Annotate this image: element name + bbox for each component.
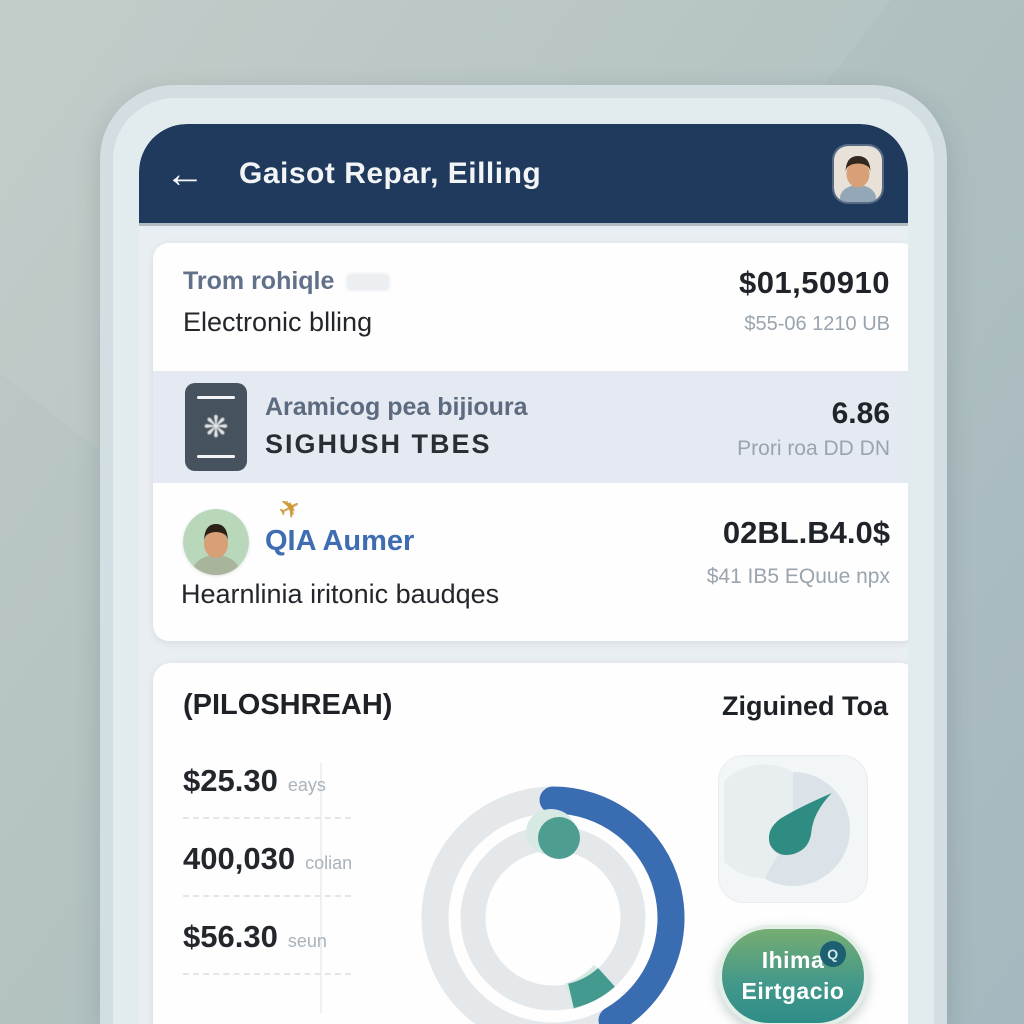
button-label-line1: Ihima <box>761 947 825 973</box>
button-label-line2: Eirtgacio <box>741 978 845 1004</box>
stat-item: $25.30 eays <box>183 763 351 819</box>
transaction-meta: $41 IB5 EQuue npx <box>706 565 890 588</box>
summary-action-button[interactable]: Q Ihima Eirtgacio <box>718 925 868 1024</box>
profile-avatar-image <box>834 145 882 202</box>
transaction-sublabel: SIGHUSH TBES <box>265 429 492 459</box>
stat-value: $56.30 <box>183 919 278 954</box>
contact-name: QIA Aumer <box>265 525 415 557</box>
gauge-pie-tile <box>718 755 868 903</box>
phone-screen: ← Gaisot Repar, Eilling <box>139 124 908 1024</box>
document-badge-icon: ❋ <box>185 383 247 471</box>
app-header: ← Gaisot Repar, Eilling <box>139 124 908 223</box>
summary-title: (PILOSHREAH) <box>183 689 393 721</box>
spending-donut-chart <box>403 768 703 1024</box>
stats-divider-line <box>320 763 322 1013</box>
profile-avatar[interactable] <box>834 145 882 202</box>
transaction-meta: Prori roa DD DN <box>737 437 890 460</box>
transaction-label: Trom rohiqle <box>183 267 391 296</box>
transaction-row[interactable]: ❋ Aramicog pea bijioura SIGHUSH TBES 6.8… <box>153 371 908 483</box>
stat-item: $56.30 seun <box>183 919 351 975</box>
stat-label: seun <box>287 931 327 951</box>
contact-avatar <box>183 509 249 575</box>
page-title: Gaisot Repar, Eilling <box>239 156 542 190</box>
back-button[interactable]: ← <box>165 150 213 198</box>
gauge-needle <box>768 793 832 855</box>
transaction-row[interactable]: Trom rohiqle Electronic blling $01,50910… <box>153 243 908 371</box>
phone-frame: ← Gaisot Repar, Eilling <box>100 85 947 1024</box>
transaction-sublabel: Hearnlinia iritonic baudqes <box>181 579 500 609</box>
transaction-row[interactable]: ✈ QIA Aumer Hearnlinia iritonic baudqes … <box>153 483 908 641</box>
stat-label: colian <box>305 853 353 873</box>
button-badge: Q <box>820 941 846 967</box>
phone-frame-inner: ← Gaisot Repar, Eilling <box>113 98 934 1024</box>
gauge-pie-chart <box>724 764 851 887</box>
stat-label: eays <box>287 775 326 795</box>
stat-value: $25.30 <box>183 763 278 798</box>
summary-subtitle: Ziguined Toa <box>722 691 888 721</box>
stat-value: 400,030 <box>183 841 296 876</box>
back-arrow-icon: ← <box>165 151 205 196</box>
transactions-card: Trom rohiqle Electronic blling $01,50910… <box>153 243 908 641</box>
transaction-amount: $01,50910 <box>738 265 890 300</box>
emblem-icon: ❋ <box>203 410 229 444</box>
summary-card: (PILOSHREAH) Ziguined Toa $25.30 eays 400… <box>153 663 908 1024</box>
plane-icon: ✈ <box>272 489 307 527</box>
transaction-label: Aramicog pea bijioura <box>265 393 528 421</box>
faded-tag <box>346 273 391 292</box>
transaction-meta: $55-06 1210 UB <box>744 313 890 335</box>
transaction-amount: 6.86 <box>831 397 890 430</box>
contact-avatar-image <box>183 509 249 575</box>
stat-item: 400,030 colian <box>183 841 353 897</box>
stats-list: $25.30 eays 400,030 colian $56.30 seun <box>183 763 353 997</box>
transaction-amount: 02BL.B4.0$ <box>722 515 890 550</box>
transaction-sublabel: Electronic blling <box>183 307 373 337</box>
